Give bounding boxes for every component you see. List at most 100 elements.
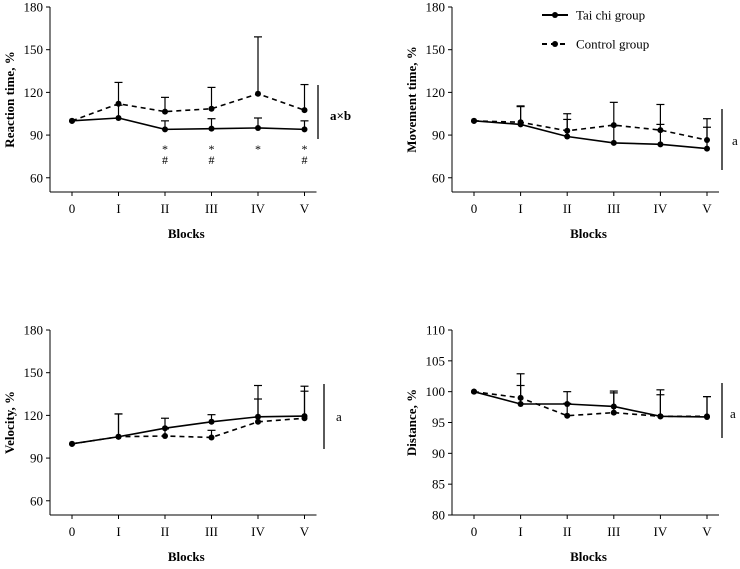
data-point-control	[564, 127, 571, 134]
data-point-control	[610, 409, 617, 416]
y-tick-label: 120	[24, 408, 44, 423]
y-tick-label: 90	[30, 128, 43, 143]
data-point-tai-chi	[115, 115, 122, 121]
significance-asterisk: *	[209, 142, 215, 156]
x-tick-label: V	[702, 524, 712, 539]
y-tick-label: 150	[24, 365, 44, 380]
y-tick-label: 95	[432, 415, 445, 430]
x-tick-label: I	[518, 201, 522, 216]
data-point-tai-chi	[517, 401, 524, 407]
x-tick-label: V	[300, 201, 310, 216]
data-point-control	[517, 119, 524, 126]
y-tick-label: 60	[30, 170, 43, 185]
series-line-control	[71, 417, 305, 445]
x-tick-label: I	[518, 524, 522, 539]
x-tick-label: II	[563, 524, 572, 539]
x-tick-label: 0	[471, 201, 478, 216]
significance-asterisk: *	[302, 142, 308, 156]
data-point-control	[564, 412, 571, 419]
data-point-control	[255, 90, 261, 97]
x-tick-label: IV	[251, 524, 265, 539]
series-line-control	[473, 390, 707, 418]
y-axis-label: Velocity, %	[2, 391, 17, 454]
data-point-control	[69, 117, 75, 124]
significance-hash: #	[302, 153, 308, 167]
legend-control-marker	[552, 41, 558, 47]
data-point-control	[301, 415, 308, 422]
y-tick-label: 110	[426, 323, 445, 338]
y-tick-label: 105	[426, 353, 446, 368]
data-point-tai-chi	[208, 418, 215, 425]
x-tick-label: IV	[251, 201, 265, 216]
data-point-control	[471, 388, 477, 395]
x-tick-label: III	[205, 524, 218, 539]
data-point-tai-chi	[162, 126, 168, 133]
legend-control-label: Control group	[576, 37, 649, 52]
y-tick-label: 100	[426, 384, 446, 399]
data-point-control	[115, 100, 122, 107]
x-tick-label: III	[607, 524, 620, 539]
series-line-control	[71, 92, 305, 122]
data-point-control	[471, 117, 477, 124]
y-tick-label: 120	[426, 85, 446, 100]
annotation-label: a	[336, 409, 342, 424]
data-point-control	[208, 105, 215, 112]
data-point-tai-chi	[255, 124, 261, 131]
x-tick-label: IV	[654, 524, 668, 539]
significance-hash: #	[209, 153, 215, 167]
data-point-control	[162, 433, 168, 440]
data-point-tai-chi	[301, 126, 308, 133]
data-point-control	[704, 137, 710, 144]
series-line-tai-chi	[473, 120, 708, 150]
y-axis-label: Distance, %	[404, 389, 419, 456]
x-axis-label: Blocks	[570, 549, 607, 564]
series-line-tai-chi	[473, 390, 708, 418]
data-point-control	[301, 107, 308, 114]
significance-asterisk: *	[162, 142, 168, 156]
significance-asterisk: *	[255, 142, 261, 156]
data-point-tai-chi	[162, 425, 168, 432]
data-point-control	[69, 440, 75, 447]
x-tick-label: III	[607, 201, 620, 216]
data-point-control	[657, 127, 664, 134]
y-tick-label: 180	[24, 323, 44, 338]
x-tick-label: V	[702, 201, 712, 216]
x-tick-label: III	[205, 201, 218, 216]
data-point-tai-chi	[610, 139, 617, 146]
significance-hash: #	[162, 153, 168, 167]
y-tick-label: 180	[24, 0, 44, 15]
x-axis-label: Blocks	[168, 226, 205, 241]
data-point-control	[115, 433, 122, 440]
data-point-control	[162, 108, 168, 115]
y-tick-label: 180	[426, 0, 446, 15]
y-tick-label: 60	[30, 493, 43, 508]
series-line-tai-chi	[71, 117, 305, 131]
x-tick-label: V	[300, 524, 310, 539]
y-tick-label: 120	[24, 85, 44, 100]
y-tick-label: 150	[426, 42, 446, 57]
data-point-control	[255, 418, 261, 425]
x-tick-label: 0	[69, 524, 76, 539]
x-axis-label: Blocks	[168, 549, 205, 564]
series-line-control	[473, 120, 708, 141]
x-tick-label: II	[563, 201, 572, 216]
data-point-tai-chi	[704, 145, 710, 152]
x-tick-label: IV	[654, 201, 668, 216]
x-tick-label: II	[161, 201, 170, 216]
data-point-control	[610, 122, 617, 129]
y-tick-label: 60	[432, 170, 445, 185]
x-tick-label: 0	[69, 201, 76, 216]
data-point-tai-chi	[564, 133, 571, 140]
y-axis-label: Movement time, %	[404, 46, 419, 153]
x-tick-label: 0	[471, 524, 478, 539]
x-tick-label: II	[161, 524, 170, 539]
x-tick-label: I	[116, 201, 120, 216]
annotation-label: a	[732, 133, 738, 148]
legend-tai-chi-marker	[552, 12, 558, 18]
y-axis-label: Reaction time, %	[2, 51, 17, 147]
